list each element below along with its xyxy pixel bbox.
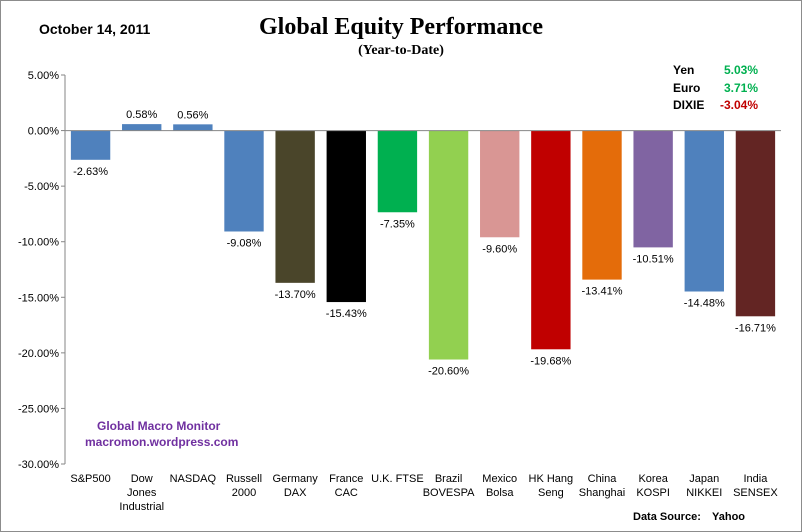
data-label: -13.70%: [275, 289, 316, 301]
y-tick-label: -10.00%: [18, 237, 59, 249]
data-label: -9.60%: [482, 243, 517, 255]
data-label: -9.08%: [227, 237, 262, 249]
bar: [633, 130, 673, 248]
currency-name: Euro: [673, 81, 700, 95]
bar: [735, 130, 776, 317]
bar: [122, 124, 162, 131]
bar: [224, 130, 264, 232]
data-source-value: Yahoo: [712, 511, 745, 523]
bar: [684, 130, 724, 292]
category-label: NASDAQ: [170, 473, 217, 485]
y-tick-label: -25.00%: [18, 403, 59, 415]
watermark-url: macromon.wordpress.com: [85, 435, 238, 449]
currency-name: DIXIE: [673, 98, 704, 112]
category-label: France CAC: [329, 473, 363, 499]
currency-value: 5.03%: [724, 63, 758, 77]
data-label: -15.43%: [326, 308, 367, 320]
y-axis-ticks: 5.00% 0.00% -5.00% -10.00% -15.00% -20.00% -25…: [18, 70, 65, 471]
y-tick-label: -15.00%: [18, 292, 59, 304]
bar: [173, 124, 213, 131]
data-label: -13.41%: [582, 286, 623, 298]
chart-title: Global Equity Performance: [259, 14, 543, 40]
bar: [428, 130, 469, 360]
chart-date: October 14, 2011: [39, 21, 151, 37]
bar: [377, 130, 418, 213]
category-label: Germany DAX: [273, 473, 319, 499]
data-source-label: Data Source:: [633, 511, 701, 523]
category-label: S&P500: [70, 473, 110, 485]
category-label: HK Hang Seng: [529, 473, 574, 499]
y-tick-label: -5.00%: [24, 181, 59, 193]
category-label: India SENSEX: [733, 473, 778, 499]
category-label: Russell 2000: [226, 473, 262, 499]
data-label: -14.48%: [684, 298, 725, 310]
data-label: -19.68%: [530, 355, 571, 367]
bar: [275, 130, 315, 283]
data-labels: -2.63% 0.58% 0.56% -9.08% -13.70% -15.43% -7.3…: [73, 109, 776, 377]
y-tick-label: -20.00%: [18, 348, 59, 360]
y-tick-label: 0.00%: [28, 126, 59, 138]
data-label: 0.58%: [126, 109, 157, 121]
data-label: -2.63%: [73, 166, 108, 178]
chart-subtitle: (Year-to-Date): [358, 43, 444, 58]
category-label: Japan NIKKEI: [686, 473, 722, 499]
data-label: -16.71%: [735, 322, 776, 334]
category-label: Mexico Bolsa: [482, 473, 517, 499]
category-label: China Shanghai: [579, 473, 626, 499]
bar: [70, 130, 111, 160]
category-labels: S&P500 Dow Jones Industrial NASDAQ Russell 200…: [70, 473, 778, 513]
bar: [480, 130, 520, 238]
bar-series: [70, 124, 776, 360]
currency-name: Yen: [673, 63, 694, 77]
data-label: -7.35%: [380, 218, 415, 230]
data-label: 0.56%: [177, 109, 208, 121]
bar: [531, 130, 571, 350]
category-label: Dow Jones Industrial: [119, 473, 164, 513]
currency-panel: Yen 5.03% Euro 3.71% DIXIE -3.04%: [673, 63, 758, 112]
bar: [326, 130, 366, 303]
category-label: Brazil BOVESPA: [423, 473, 475, 499]
category-label: Korea KOSPI: [636, 473, 670, 499]
y-tick-label: 5.00%: [28, 70, 59, 82]
data-label: -20.60%: [428, 366, 469, 378]
data-label: -10.51%: [633, 253, 674, 265]
category-label: U.K. FTSE: [371, 473, 424, 485]
watermark-title: Global Macro Monitor: [97, 419, 221, 433]
bar: [582, 130, 622, 280]
y-tick-label: -30.00%: [18, 459, 59, 471]
currency-value: 3.71%: [724, 81, 758, 95]
currency-value: -3.04%: [720, 98, 758, 112]
